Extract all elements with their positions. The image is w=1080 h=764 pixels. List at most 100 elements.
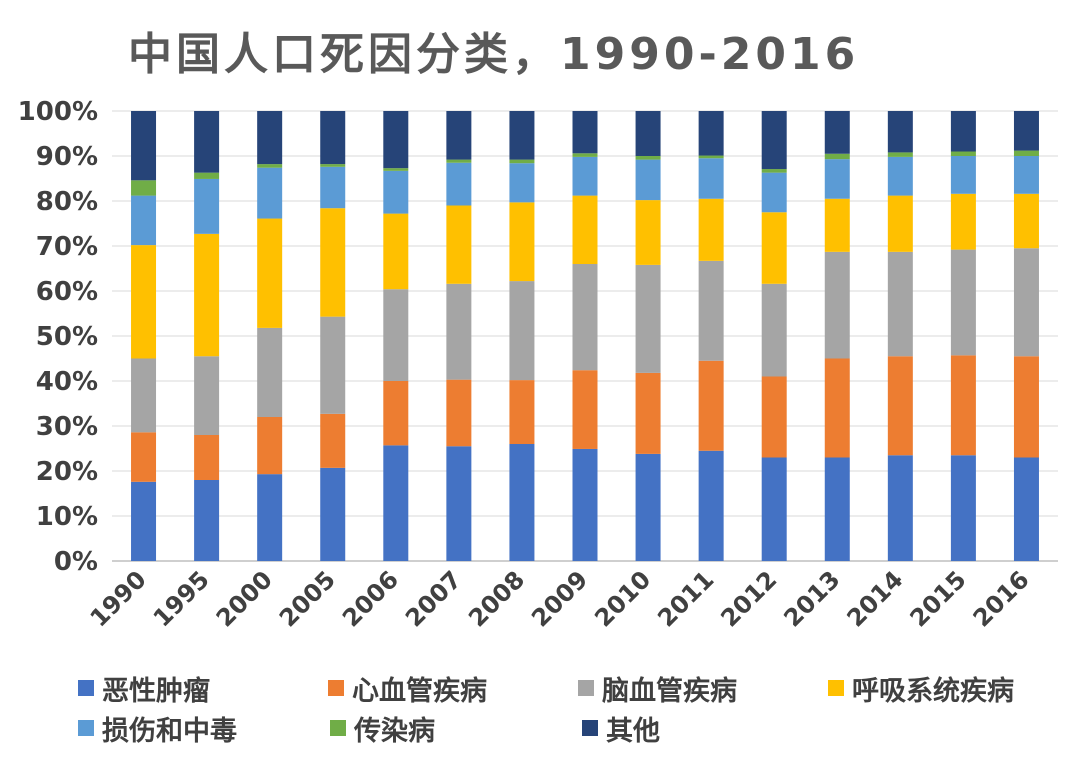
bar-segment [824, 159, 850, 199]
bars [131, 111, 1039, 561]
bar-segment [320, 316, 346, 414]
bar-segment [446, 162, 472, 206]
x-tick-label: 2000 [211, 565, 278, 632]
x-tick-label: 2013 [778, 565, 845, 632]
bar-segment [131, 195, 157, 246]
bar-segment [1013, 248, 1039, 357]
legend-row-2: 损伤和中毒 传染病 其他 [78, 708, 1078, 748]
x-tick-label: 2008 [463, 565, 530, 632]
legend-swatch [78, 680, 94, 696]
bar-segment [761, 169, 787, 173]
legend-label: 其他 [606, 715, 660, 747]
bar-segment [383, 289, 409, 381]
bar-segment [320, 208, 346, 317]
bar-segment [320, 166, 346, 209]
bar-segment [383, 170, 409, 214]
bar-segment [698, 260, 724, 361]
legend: 恶性肿瘤 心血管疾病 脑血管疾病 呼吸系统疾病 损伤和中毒 传染病 其他 [78, 668, 1078, 748]
bar-segment [824, 457, 850, 561]
bar-segment [194, 178, 220, 234]
y-tick-label: 90% [36, 142, 98, 172]
bar-segment [194, 172, 220, 179]
bar-segment [257, 474, 283, 561]
bar-segment [257, 417, 283, 475]
bar-segment [509, 163, 535, 203]
bar-segment [131, 358, 157, 433]
legend-item-cerebrovascular: 脑血管疾病 [578, 669, 828, 708]
bar-segment [383, 168, 409, 171]
bar-segment [1013, 150, 1039, 156]
bar-segment [257, 111, 283, 165]
bar-segment [572, 153, 598, 157]
bar-segment [698, 198, 724, 261]
bar-segment [1013, 111, 1039, 151]
bar-segment [446, 446, 472, 561]
y-tick-label: 20% [36, 457, 98, 487]
bar-segment [257, 167, 283, 219]
bar-segment [824, 111, 850, 154]
legend-label: 脑血管疾病 [602, 675, 737, 707]
bar-segment [131, 245, 157, 359]
bar-segment [761, 172, 787, 213]
bar-segment [761, 212, 787, 284]
y-tick-label: 60% [36, 277, 98, 307]
bar-segment [950, 193, 976, 250]
bar-segment [194, 111, 220, 173]
legend-swatch [578, 680, 594, 696]
bar-segment [698, 450, 724, 561]
bar-segment [572, 111, 598, 154]
bar-segment [509, 444, 535, 561]
bar-segment [698, 360, 724, 451]
bar-segment [887, 356, 913, 456]
legend-swatch [582, 720, 598, 736]
x-tick-label: 2005 [274, 565, 341, 632]
legend-swatch [828, 680, 844, 696]
bar-segment [887, 156, 913, 196]
bar-segment [635, 111, 661, 156]
legend-item-cardiovascular: 心血管疾病 [328, 669, 578, 708]
bar-segment [320, 111, 346, 165]
bar-segment [446, 111, 472, 160]
bar-segment [131, 481, 157, 561]
bar-segment [950, 151, 976, 156]
x-tick-label: 2015 [905, 565, 972, 632]
bar-segment [1013, 193, 1039, 249]
legend-label: 恶性肿瘤 [102, 675, 210, 707]
x-tick-label: 2012 [715, 565, 782, 632]
bar-segment [320, 413, 346, 468]
bar-segment [635, 453, 661, 561]
bar-segment [383, 445, 409, 561]
x-tick-label: 2006 [337, 565, 404, 632]
bar-segment [131, 432, 157, 482]
legend-row-1: 恶性肿瘤 心血管疾病 脑血管疾病 呼吸系统疾病 [78, 668, 1078, 708]
bar-segment [194, 233, 220, 357]
y-axis-ticks: 0% 10% 20% 30% 40% 50% 60% 70% 80% 90% 100% [18, 97, 98, 577]
bar-segment [635, 372, 661, 454]
bar-segment [572, 370, 598, 449]
legend-label: 心血管疾病 [352, 675, 487, 707]
bar-segment [824, 153, 850, 160]
y-tick-label: 40% [36, 367, 98, 397]
bar-segment [887, 152, 913, 157]
bar-segment [509, 202, 535, 282]
bar-segment [446, 159, 472, 163]
bar-segment [194, 356, 220, 435]
x-tick-label: 2014 [842, 565, 909, 632]
legend-swatch [78, 720, 94, 736]
bar-segment [950, 249, 976, 356]
bar-segment [446, 379, 472, 447]
bar-segment [824, 198, 850, 252]
bar-segment [572, 264, 598, 371]
chart-title: 中国人口死因分类，1990-2016 [128, 29, 860, 80]
bar-segment [131, 180, 157, 196]
legend-label: 传染病 [354, 715, 435, 747]
legend-swatch [328, 680, 344, 696]
x-tick-label: 2009 [526, 565, 593, 632]
y-tick-label: 50% [36, 322, 98, 352]
bar-segment [509, 159, 535, 164]
bar-segment [194, 480, 220, 561]
bar-segment [446, 283, 472, 380]
bar-segment [824, 358, 850, 458]
y-tick-label: 0% [54, 547, 98, 577]
x-tick-label: 2010 [589, 565, 656, 632]
